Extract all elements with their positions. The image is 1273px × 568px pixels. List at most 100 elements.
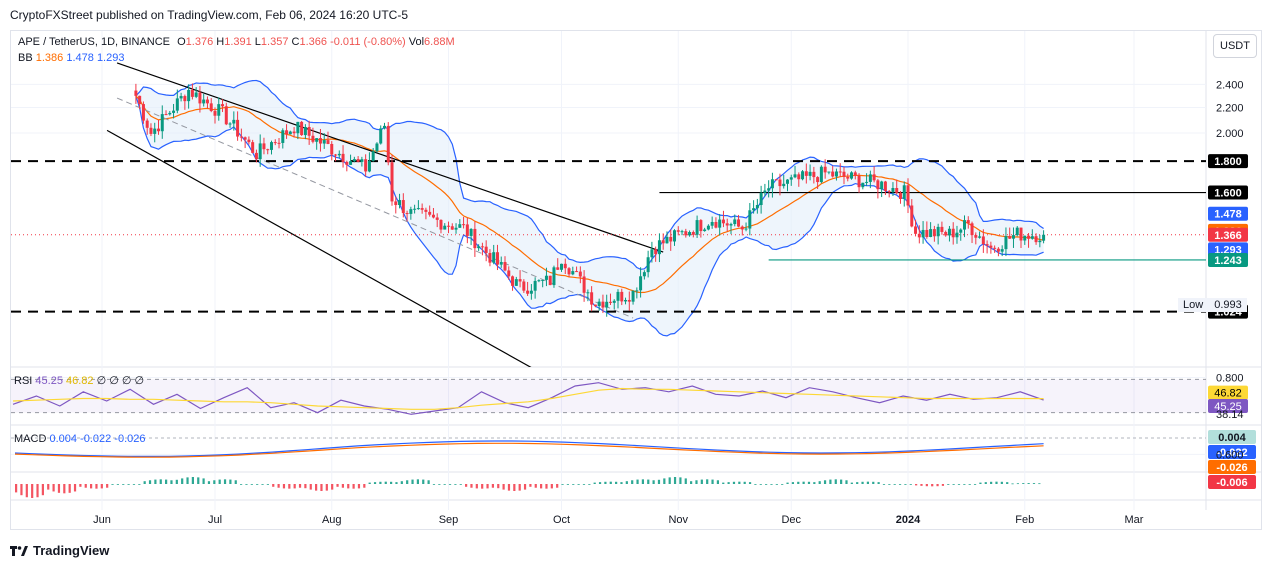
descending-channel <box>106 62 664 367</box>
candle <box>676 226 680 236</box>
candle-body <box>522 281 526 291</box>
price-tag-label: 1.243 <box>1214 255 1242 267</box>
candle-body <box>951 228 955 238</box>
candle-body <box>492 252 496 263</box>
price-tag-bg <box>1208 227 1248 242</box>
histogram-bar <box>309 484 312 490</box>
candle <box>940 221 944 235</box>
histogram-bar <box>915 484 918 486</box>
candle <box>1004 227 1008 257</box>
candle-body <box>281 130 285 143</box>
candle-body <box>804 171 808 176</box>
histogram-bar <box>486 484 489 489</box>
candle <box>187 84 191 109</box>
histogram-bar <box>711 479 714 484</box>
candle <box>834 168 838 181</box>
histogram-bar <box>111 484 114 485</box>
histogram-bar <box>159 479 162 484</box>
histogram-bar <box>304 484 307 489</box>
candle <box>631 290 635 305</box>
histogram-bar <box>127 484 130 485</box>
bb-lower-value: 1.293 <box>96 52 125 64</box>
candle-body <box>134 90 138 96</box>
candle <box>586 289 590 302</box>
candle <box>507 266 511 280</box>
candle-body <box>936 226 940 237</box>
tradingview-logo[interactable]: TradingView <box>10 543 109 558</box>
price-tag-label: 1.366 <box>1214 230 1242 242</box>
histogram-bar <box>400 481 403 484</box>
histogram-bar <box>990 481 993 484</box>
candle <box>552 265 556 288</box>
histogram-bar <box>250 484 253 485</box>
candle <box>910 199 914 228</box>
candle-body <box>548 275 552 286</box>
candle-body <box>985 244 989 246</box>
currency-button[interactable]: USDT <box>1213 34 1257 58</box>
rsi-tick-label: 38.14 <box>1216 409 1244 421</box>
candle-body <box>379 128 383 144</box>
histogram-bar <box>690 481 693 484</box>
candle <box>906 178 910 214</box>
candle <box>322 133 326 149</box>
candle-body <box>416 208 420 210</box>
candle <box>635 287 639 299</box>
candle <box>145 118 149 135</box>
candle-body <box>507 270 511 277</box>
histogram-bar <box>963 484 966 485</box>
candle <box>175 89 179 114</box>
close-value: 1.366 <box>299 36 327 48</box>
bb-basis-value: 1.386 <box>35 52 64 64</box>
candle-body <box>269 142 273 150</box>
histogram-bar <box>534 484 537 488</box>
candle <box>450 223 454 230</box>
candle-body <box>778 179 782 187</box>
candle-body <box>307 126 311 136</box>
candle-body <box>770 179 774 189</box>
candle-body <box>672 230 676 242</box>
candle-body <box>650 249 654 258</box>
candle-body <box>567 268 571 275</box>
candle <box>300 120 304 136</box>
candle-body <box>763 190 767 193</box>
histogram-bar <box>497 484 500 489</box>
candle-body <box>816 177 820 183</box>
candle-body <box>684 231 688 236</box>
histogram-bar <box>829 479 832 484</box>
candle-body <box>601 301 605 308</box>
candle-body <box>898 192 902 199</box>
candle-body <box>914 226 918 234</box>
candle <box>1030 229 1034 240</box>
histogram-bar <box>775 484 778 485</box>
histogram-bar <box>357 484 361 489</box>
candle-body <box>145 120 149 128</box>
candle <box>853 170 857 180</box>
candle-body <box>469 228 473 236</box>
price-tag-label: 1.600 <box>1214 188 1242 200</box>
candle-body <box>495 252 499 265</box>
high-value: 1.391 <box>224 36 252 48</box>
histogram-bar <box>47 484 50 490</box>
candle-body <box>537 280 541 282</box>
histogram-bar <box>834 479 837 484</box>
histogram-bar <box>79 484 82 487</box>
candle-body <box>484 246 488 253</box>
candle <box>1015 225 1019 237</box>
candle <box>236 111 240 141</box>
histogram-bar <box>411 479 414 484</box>
rsi-tag-45.25: 45.25 <box>1208 398 1248 413</box>
histogram-bar <box>861 481 864 484</box>
candle <box>149 123 153 137</box>
candle-body <box>262 143 266 150</box>
candle-body <box>345 161 349 165</box>
candle-body <box>560 263 564 270</box>
rsi-series-1 <box>12 387 1044 410</box>
candle-body <box>827 171 831 173</box>
candle <box>247 136 251 145</box>
candle <box>262 137 266 155</box>
macd-tag--0.026: -0.026 <box>1208 460 1256 474</box>
histogram-bar <box>529 484 532 487</box>
candle-body <box>187 89 191 102</box>
candle-body <box>688 232 692 236</box>
